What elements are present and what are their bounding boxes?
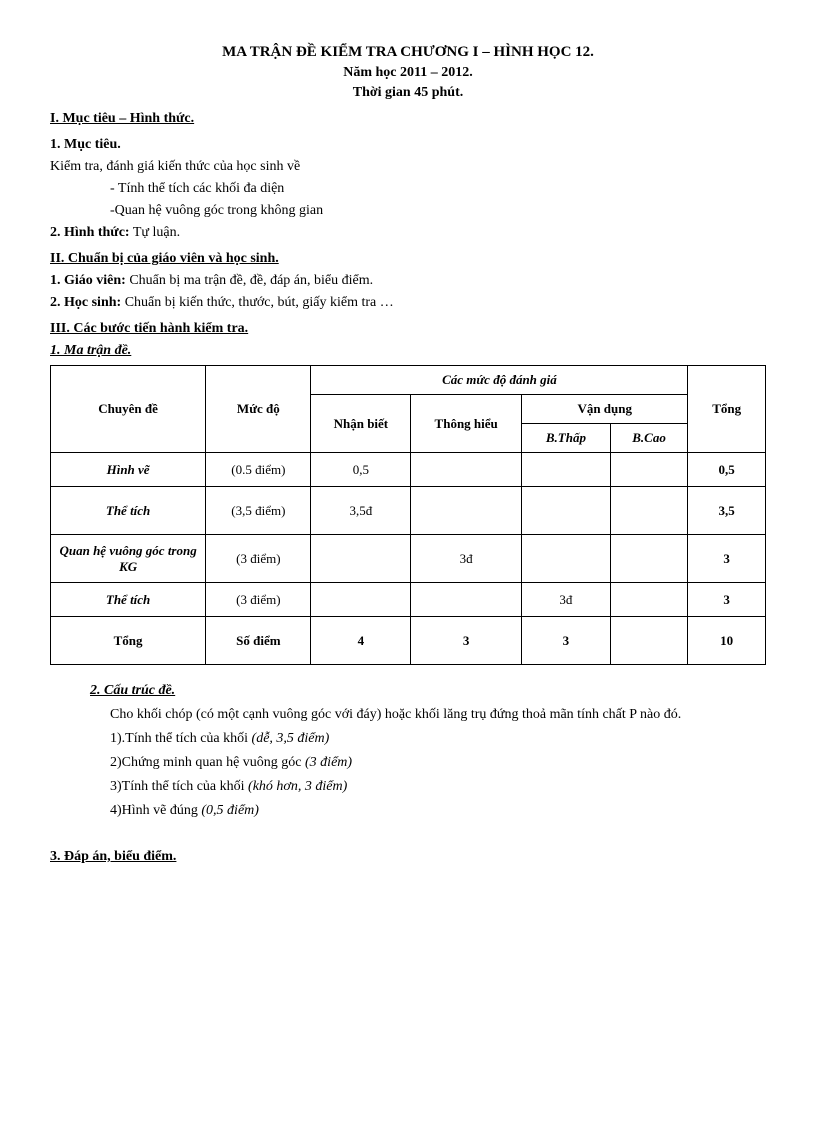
structure-item: 1).Tính thể tích của khối (dễ, 3,5 điểm)	[110, 731, 766, 747]
section-3-2-heading: 2. Cấu trúc đề.	[90, 683, 766, 699]
col-thong-hieu: Thông hiểu	[411, 395, 522, 453]
col-tong: Tổng	[688, 366, 766, 453]
doc-year: Năm học 2011 – 2012.	[50, 65, 766, 81]
objective-item-2: -Quan hệ vuông góc trong không gian	[110, 203, 766, 219]
col-b-thap: B.Thấp	[522, 424, 611, 453]
section-2-1: 1. Giáo viên: Chuẩn bị ma trận đề, đề, đ…	[50, 273, 766, 289]
section-3-1-heading: 1. Ma trận đề.	[50, 343, 766, 359]
structure-item: 3)Tính thể tích của khối (khó hơn, 3 điể…	[110, 779, 766, 795]
evaluation-matrix-table: Chuyên đề Mức độ Các mức độ đánh giá Tổn…	[50, 365, 766, 665]
structure-item: 2)Chứng minh quan hệ vuông góc (3 điểm)	[110, 755, 766, 771]
table-row: Thể tích (3,5 điểm) 3,5đ 3,5	[51, 487, 766, 535]
doc-title: MA TRẬN ĐỀ KIỂM TRA CHƯƠNG I – HÌNH HỌC …	[50, 44, 766, 61]
section-1-2: 2. Hình thức: Tự luận.	[50, 225, 766, 241]
section-3-heading: III. Các bước tiến hành kiểm tra.	[50, 321, 766, 337]
table-row: Thể tích (3 điểm) 3đ 3	[51, 583, 766, 617]
col-nhan-biet: Nhận biết	[311, 395, 411, 453]
section-2-heading: II. Chuẩn bị của giáo viên và học sinh.	[50, 251, 766, 267]
structure-item: 4)Hình vẽ đúng (0,5 điểm)	[110, 803, 766, 819]
col-b-cao: B.Cao	[610, 424, 688, 453]
section-1-heading: I. Mục tiêu – Hình thức.	[50, 111, 766, 127]
col-chuyen-de: Chuyên đề	[51, 366, 206, 453]
col-muc-do: Mức độ	[206, 366, 311, 453]
section-3-3-heading: 3. Đáp án, biểu điểm.	[50, 849, 766, 865]
table-row: Hình vẽ (0.5 điểm) 0,5 0,5	[51, 453, 766, 487]
section-2-2: 2. Học sinh: Chuẩn bị kiến thức, thước, …	[50, 295, 766, 311]
col-van-dung: Vận dụng	[522, 395, 688, 424]
doc-duration: Thời gian 45 phút.	[50, 85, 766, 101]
section-1-1-heading: 1. Mục tiêu.	[50, 137, 766, 153]
objective-item-1: - Tính thể tích các khối đa diện	[110, 181, 766, 197]
table-row-total: Tổng Số điểm 4 3 3 10	[51, 617, 766, 665]
table-row: Quan hệ vuông góc trong KG (3 điểm) 3đ 3	[51, 535, 766, 583]
col-eval-header: Các mức độ đánh giá	[311, 366, 688, 395]
structure-intro: Cho khối chóp (có một cạnh vuông góc với…	[110, 707, 766, 723]
section-1-1-intro: Kiểm tra, đánh giá kiến thức của học sin…	[50, 159, 766, 175]
